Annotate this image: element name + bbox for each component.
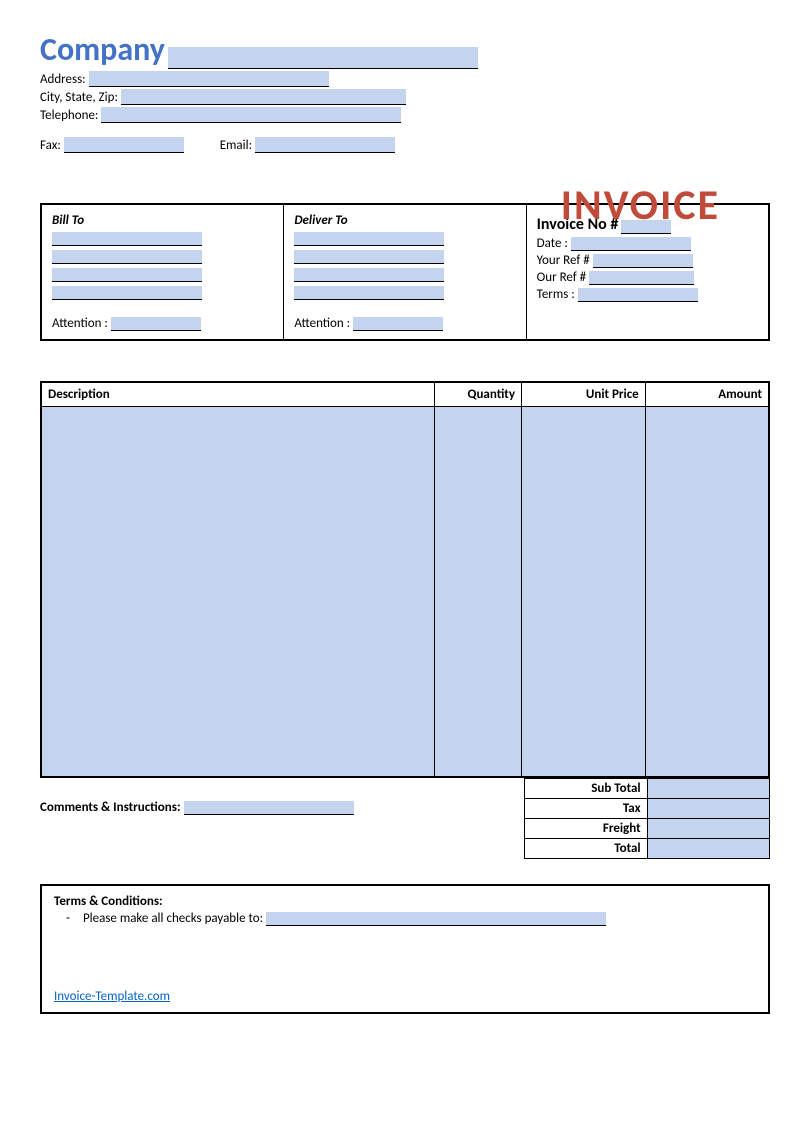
- terms-title: Terms & Conditions:: [54, 894, 756, 909]
- company-label: Company: [40, 30, 165, 69]
- bill-to-title: Bill To: [52, 213, 273, 228]
- header-quantity: Quantity: [434, 382, 521, 407]
- email-field[interactable]: [255, 137, 395, 153]
- deliver-to-line[interactable]: [294, 286, 444, 300]
- bill-to-attention-field[interactable]: [111, 317, 201, 331]
- deliver-to-line[interactable]: [294, 250, 444, 264]
- totals-table: Sub Total Tax Freight Total: [524, 778, 770, 859]
- date-label: Date :: [537, 236, 568, 251]
- header-amount: Amount: [645, 382, 769, 407]
- terms-field[interactable]: [578, 288, 698, 302]
- address-label: Address:: [40, 72, 86, 87]
- terms-box: Terms & Conditions: - Please make all ch…: [40, 884, 770, 1014]
- bill-to-line[interactable]: [52, 232, 202, 246]
- header-unit-price: Unit Price: [521, 382, 645, 407]
- city-state-zip-field[interactable]: [121, 89, 406, 105]
- deliver-to-box: Deliver To Attention :: [284, 205, 526, 339]
- fax-field[interactable]: [64, 137, 184, 153]
- bill-to-line[interactable]: [52, 268, 202, 282]
- freight-value[interactable]: [647, 818, 769, 838]
- deliver-to-title: Deliver To: [294, 213, 515, 228]
- your-ref-label: Your Ref #: [537, 253, 590, 268]
- header-section: Company Address: City, State, Zip: Telep…: [40, 30, 770, 153]
- comments-label: Comments & Instructions:: [40, 800, 181, 815]
- your-ref-field[interactable]: [593, 254, 693, 268]
- items-table: Description Quantity Unit Price Amount: [40, 381, 770, 778]
- freight-label: Freight: [525, 818, 648, 838]
- city-state-zip-label: City, State, Zip:: [40, 90, 118, 105]
- quantity-cell[interactable]: [434, 407, 521, 777]
- header-description: Description: [41, 382, 434, 407]
- amount-cell[interactable]: [645, 407, 769, 777]
- company-name-field[interactable]: [168, 47, 478, 69]
- template-link[interactable]: Invoice-Template.com: [54, 989, 170, 1004]
- our-ref-field[interactable]: [589, 271, 694, 285]
- invoice-title: INVOICE: [561, 180, 720, 231]
- tax-label: Tax: [525, 798, 648, 818]
- address-field[interactable]: [89, 71, 329, 87]
- fax-label: Fax:: [40, 138, 61, 153]
- email-label: Email:: [220, 138, 252, 153]
- terms-label: Terms :: [537, 287, 575, 302]
- bill-to-box: Bill To Attention :: [42, 205, 284, 339]
- our-ref-label: Our Ref #: [537, 270, 586, 285]
- totals-section: Comments & Instructions: Sub Total Tax F…: [40, 778, 770, 859]
- total-label: Total: [525, 838, 648, 858]
- date-field[interactable]: [571, 237, 691, 251]
- sub-total-label: Sub Total: [525, 778, 648, 798]
- total-value[interactable]: [647, 838, 769, 858]
- telephone-label: Telephone:: [40, 108, 98, 123]
- description-cell[interactable]: [41, 407, 434, 777]
- bill-to-line[interactable]: [52, 250, 202, 264]
- deliver-to-attention-label: Attention :: [294, 316, 350, 331]
- bullet-icon: -: [66, 911, 70, 926]
- tax-value[interactable]: [647, 798, 769, 818]
- checks-payable-text: Please make all checks payable to:: [83, 911, 263, 926]
- comments-field[interactable]: [184, 801, 354, 815]
- telephone-field[interactable]: [101, 107, 401, 123]
- bill-to-attention-label: Attention :: [52, 316, 108, 331]
- deliver-to-attention-field[interactable]: [353, 317, 443, 331]
- bill-to-line[interactable]: [52, 286, 202, 300]
- deliver-to-line[interactable]: [294, 232, 444, 246]
- checks-payable-field[interactable]: [266, 912, 606, 926]
- unit-price-cell[interactable]: [521, 407, 645, 777]
- deliver-to-line[interactable]: [294, 268, 444, 282]
- sub-total-value[interactable]: [647, 778, 769, 798]
